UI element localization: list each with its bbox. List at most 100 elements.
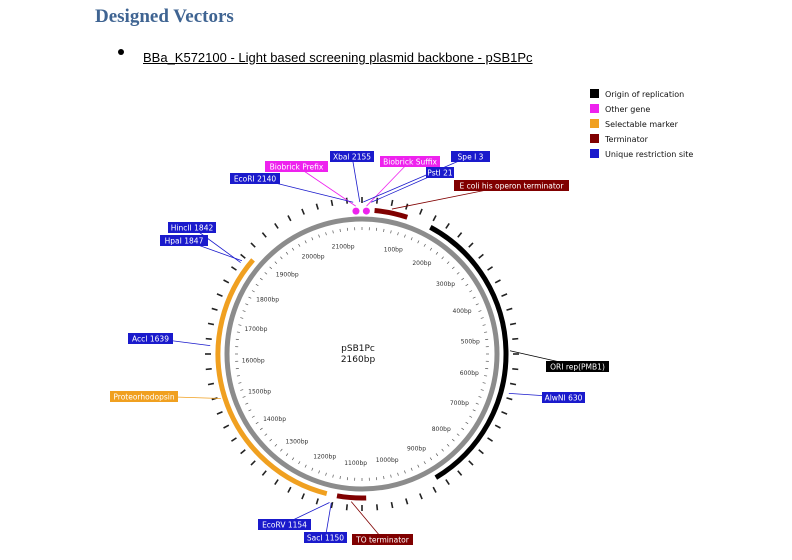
scale-label: 1800bp (256, 297, 279, 304)
scale-label: 1300bp (285, 438, 308, 445)
outer-tick (223, 424, 230, 429)
outer-tick (216, 293, 223, 297)
inner-tick (465, 283, 469, 287)
inner-tick (245, 402, 249, 405)
outer-tick (457, 232, 463, 238)
inner-tick (259, 277, 263, 281)
outer-tick (509, 382, 517, 386)
callout-label[interactable]: HincII 1842 (171, 224, 214, 233)
callout-bg (258, 519, 311, 530)
callout-label[interactable]: AlwNI 630 (545, 394, 583, 403)
callout-label[interactable]: HpaI 1847 (165, 237, 204, 246)
biobrick-marker (352, 207, 360, 215)
inner-tick (304, 240, 307, 244)
callout-label[interactable]: TO terminator (355, 536, 410, 545)
inner-tick (456, 433, 460, 436)
inner-tick (236, 375, 240, 377)
callout-label[interactable]: Biobrick Prefix (270, 163, 324, 172)
outer-tick (512, 337, 519, 340)
callout-label[interactable]: Proteorhodopsin (113, 393, 174, 402)
legend-label: Terminator (604, 135, 649, 144)
inner-tick (484, 375, 488, 377)
inner-tick (451, 438, 455, 442)
inner-tick (274, 261, 278, 265)
callout-label[interactable]: Spe I 3 (458, 153, 484, 162)
scale-label: 1500bp (248, 388, 271, 395)
inner-tick (332, 230, 334, 234)
callout-label[interactable]: EcoRV 1154 (262, 521, 307, 530)
inner-tick (285, 251, 289, 255)
callout-bg (330, 151, 374, 162)
legend-swatch (590, 119, 599, 128)
scale-label: 800bp (432, 426, 451, 433)
outer-tick (405, 498, 409, 505)
inner-tick (236, 331, 240, 333)
inner-tick (429, 247, 433, 251)
callout-bg (352, 534, 413, 545)
inner-tick (456, 272, 460, 275)
inner-tick (410, 237, 413, 241)
inner-tick (451, 266, 455, 270)
inner-tick (478, 310, 482, 312)
scale-label: 1400bp (263, 416, 286, 423)
inner-tick (269, 438, 273, 442)
callout-label[interactable]: EcoRI 2140 (234, 175, 277, 184)
legend-swatch (590, 89, 599, 98)
callout-label[interactable]: Biobrick Suffix (383, 158, 437, 167)
legend-label: Unique restriction site (605, 150, 693, 159)
callout-bg (304, 532, 347, 543)
outer-tick (216, 411, 223, 415)
inner-tick (291, 457, 295, 461)
outer-tick (261, 470, 267, 476)
scale-label: 1600bp (242, 357, 265, 364)
biobrick-marker (362, 207, 370, 215)
callout-label[interactable]: PstI 21 (427, 169, 453, 178)
plasmid-size: 2160bp (341, 355, 376, 365)
outer-tick (376, 504, 379, 511)
inner-tick (264, 433, 268, 436)
outer-tick (487, 437, 493, 442)
outer-tick (205, 337, 212, 340)
inner-tick (475, 303, 479, 306)
inner-tick (285, 453, 289, 457)
callout-bg (426, 167, 454, 178)
inner-tick (484, 331, 488, 333)
scale-label: 2000bp (302, 254, 325, 261)
outer-tick (405, 203, 409, 210)
outer-tick (330, 501, 334, 509)
inner-tick (472, 296, 476, 299)
plasmid-link[interactable]: BBa_K572100 - Light based screening plas… (143, 50, 533, 65)
callout-label[interactable]: Xbal 2155 (333, 153, 371, 162)
inner-tick (304, 464, 307, 468)
callout-label[interactable]: AccI 1639 (132, 335, 169, 344)
inner-tick (441, 448, 444, 452)
callout-label[interactable]: SacI 1150 (307, 534, 344, 543)
outer-tick (250, 242, 256, 248)
inner-tick (318, 470, 320, 474)
outer-tick (478, 449, 484, 455)
outer-tick (512, 368, 519, 371)
outer-tick (205, 368, 212, 371)
legend-label: Other gene (605, 105, 650, 114)
outer-tick (509, 322, 517, 326)
outer-tick (223, 279, 230, 284)
legend-label: Selectable marker (605, 120, 679, 129)
inner-tick (255, 283, 259, 287)
legend-label: Origin of replication (605, 90, 684, 99)
outer-tick (419, 208, 423, 215)
inner-tick (291, 247, 295, 251)
legend: Origin of replication Other gene Selectabl… (590, 89, 693, 159)
callout-label[interactable]: ORI rep(PMB1) (550, 363, 605, 372)
inner-tick (446, 261, 450, 265)
callout-label[interactable]: E coli his operon terminator (460, 182, 565, 191)
callout-bg (265, 161, 328, 172)
inner-tick (298, 243, 301, 247)
scale-label: 1100bp (344, 460, 367, 467)
outer-tick (445, 479, 450, 485)
outer-tick (231, 266, 237, 271)
inner-tick (311, 237, 314, 241)
callout-bg (230, 173, 280, 184)
inner-tick (478, 396, 482, 398)
inner-tick (410, 467, 413, 471)
